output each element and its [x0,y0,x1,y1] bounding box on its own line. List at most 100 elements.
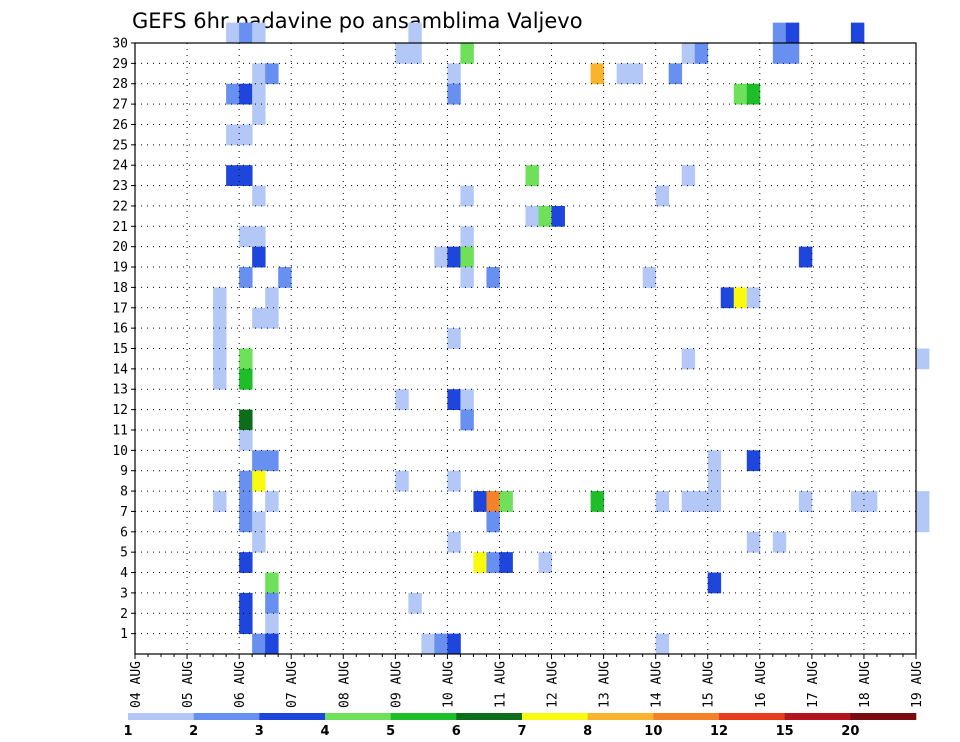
x-tick-label: 05 AUG [181,661,196,708]
y-tick-label: 11 [112,423,128,438]
precip-cell [538,205,552,227]
precip-cell [239,368,253,390]
precip-cell [746,287,761,309]
precip-cell [447,389,461,410]
precip-cell [213,368,227,390]
precip-cell [252,450,266,472]
y-tick-label: 1 [120,627,128,642]
precip-cell [616,63,631,85]
x-tick-label: 13 AUG [598,661,613,708]
precip-cell [746,83,761,105]
colorbar-swatch [784,713,851,720]
x-tick-label: 14 AUG [650,661,665,708]
colorbar-label: 12 [710,724,728,739]
precip-cell [460,389,474,410]
precip-cell [252,307,266,329]
precip-cell [850,491,865,512]
colorbar-label: 10 [644,724,662,739]
precip-cell [213,307,227,329]
precip-cell [707,572,722,594]
precip-cell [486,552,500,573]
precip-cell [434,246,448,268]
precip-cell [538,552,552,573]
y-tick-label: 20 [112,240,128,255]
y-tick-label: 30 [112,37,128,52]
precip-cell [460,409,474,431]
y-tick-label: 7 [120,505,128,520]
precip-cell [239,267,253,288]
precip-cell [252,470,266,492]
y-tick-label: 19 [112,261,128,276]
y-tick-label: 24 [112,159,128,174]
precip-cell [460,246,474,268]
precip-cell [681,348,696,370]
precip-cell [655,185,670,207]
precip-cell [694,43,709,64]
precip-cell [447,470,461,492]
precip-cell [460,267,474,288]
y-tick-label: 12 [112,403,128,418]
precip-cell [421,633,435,655]
y-tick-label: 8 [120,485,128,500]
y-tick-label: 15 [112,342,128,357]
precip-cell [707,470,722,492]
precip-cell [447,246,461,268]
precip-cell [252,531,266,553]
precip-cell [408,592,422,614]
precip-cell [772,22,787,44]
precip-cell [239,470,253,492]
precip-cell [265,633,279,655]
colorbar-swatch [719,713,785,720]
precip-cell [551,205,565,227]
colorbar-swatch [653,713,720,720]
precip-cell [460,185,474,207]
precip-cell [395,389,409,410]
precip-cell [785,43,800,64]
y-tick-label: 14 [112,362,128,377]
precip-cell [525,165,539,186]
precip-cell [265,307,279,329]
precip-cell [252,104,266,125]
colorbar-swatch [325,713,391,720]
precip-cell [239,226,253,248]
precip-cell [265,450,279,472]
precip-cell [916,491,930,512]
y-tick-label: 25 [112,138,128,153]
y-tick-label: 6 [120,525,128,540]
chart-title: GEFS 6hr padavine po ansamblima Valjevo [132,9,583,33]
precip-cell [681,491,696,512]
precip-cell [265,592,279,614]
precip-cell [265,287,279,309]
x-tick-label: 15 AUG [702,661,717,708]
x-axis: 04 AUG 05 AUG 06 AUG 07 AUG 08 AUG 09 AUG 10 A… [129,654,925,708]
y-tick-label: 16 [112,322,128,337]
precip-cell [447,63,461,85]
precip-cell [239,552,253,573]
precip-cell [486,267,500,288]
precip-cell [720,287,735,309]
y-tick-label: 9 [120,464,128,479]
colorbar-label: 1 [123,724,132,739]
colorbar-swatch [850,713,917,720]
colorbar: 1 2 3 4 5 6 7 8 10 12 15 20 [123,713,917,739]
precip-cell [486,511,500,533]
colorbar-swatch [522,713,588,720]
y-tick-label: 29 [112,57,128,72]
precip-cell [916,511,930,533]
precip-cell [252,226,266,248]
precip-cell [772,531,787,553]
y-tick-label: 10 [112,444,128,459]
precip-cell [486,491,500,512]
precip-cell [213,348,227,370]
precip-cell [265,572,279,594]
precip-cell [707,450,722,472]
precip-cell [252,22,266,44]
precip-cell [590,63,604,85]
x-tick-label: 12 AUG [546,661,561,708]
colorbar-label: 7 [517,724,526,739]
colorbar-label: 8 [583,724,592,739]
precip-cell [408,43,422,64]
x-tick-label: 16 AUG [754,661,769,708]
precip-cell [265,63,279,85]
precip-cell [395,43,409,64]
